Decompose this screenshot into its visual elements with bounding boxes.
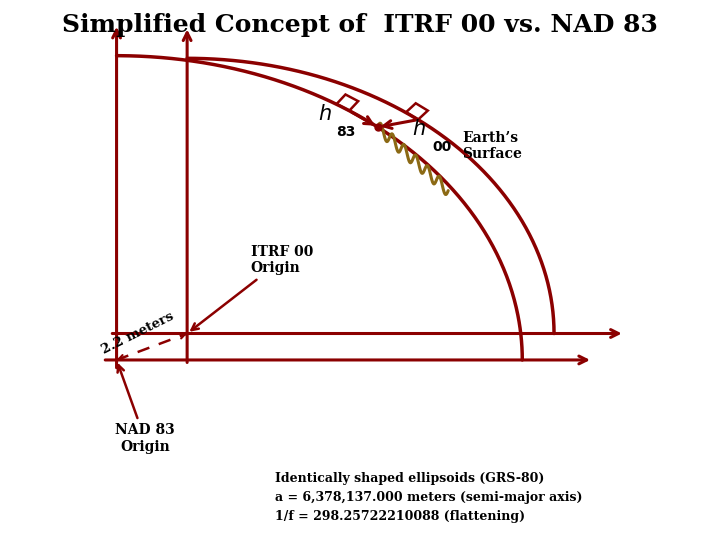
Text: ITRF 00
Origin: ITRF 00 Origin <box>192 245 313 330</box>
Text: Simplified Concept of  ITRF 00 vs. NAD 83: Simplified Concept of ITRF 00 vs. NAD 83 <box>62 14 658 37</box>
Text: Earth’s
Surface: Earth’s Surface <box>462 131 522 161</box>
Text: 00: 00 <box>433 140 452 154</box>
Text: 83: 83 <box>336 125 356 139</box>
Text: $h$: $h$ <box>412 119 426 139</box>
Text: Identically shaped ellipsoids (GRS-80)
a = 6,378,137.000 meters (semi-major axis: Identically shaped ellipsoids (GRS-80) a… <box>275 472 582 523</box>
Text: 2.2 meters: 2.2 meters <box>99 310 176 357</box>
Text: $h$: $h$ <box>318 104 331 124</box>
Text: NAD 83
Origin: NAD 83 Origin <box>115 365 175 454</box>
